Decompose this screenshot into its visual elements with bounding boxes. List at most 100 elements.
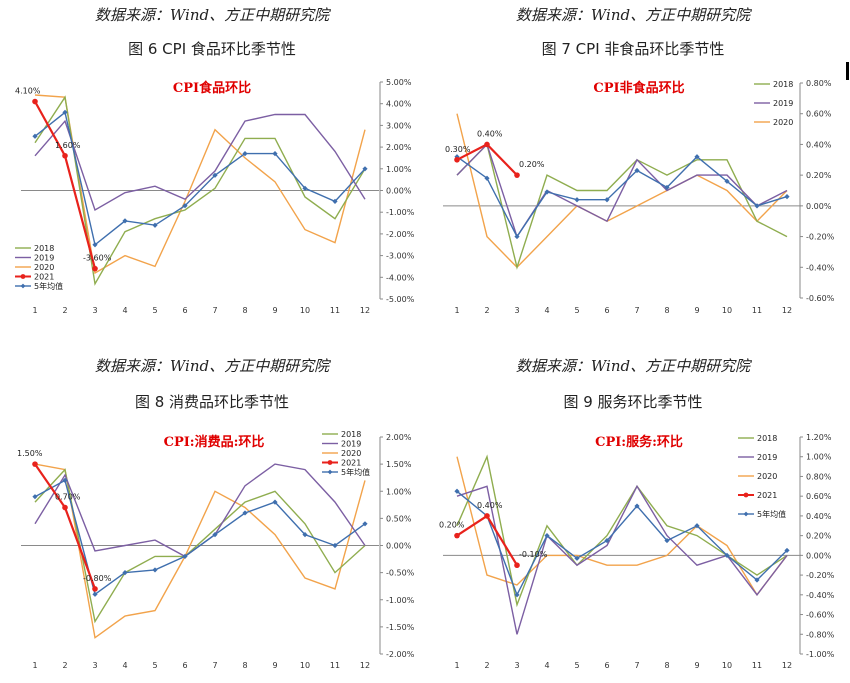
- y-tick-label: 0.20%: [806, 532, 832, 541]
- y-tick-label: -0.20%: [806, 233, 835, 242]
- series-line-2020: [456, 456, 788, 597]
- series-point-5年均值: [302, 185, 308, 191]
- series-point-5年均值: [544, 189, 550, 195]
- series-point-5年均值: [122, 570, 128, 576]
- y-tick-label: 0.20%: [806, 171, 832, 180]
- legend-label: 5年均值: [757, 509, 786, 519]
- series-point-5年均值: [212, 532, 218, 538]
- x-tick-label: 8: [664, 661, 669, 670]
- y-tick-label: 2.00%: [386, 143, 412, 152]
- series-point-5年均值: [332, 198, 338, 204]
- x-tick-label: 1: [454, 661, 459, 670]
- legend-marker: [20, 283, 26, 289]
- legend-entry-5年均值: 5年均值: [738, 509, 786, 519]
- x-tick-label: 5: [152, 306, 157, 315]
- y-tick-label: 5.00%: [386, 78, 412, 87]
- x-tick-label: 6: [604, 661, 609, 670]
- series-point-2021: [484, 141, 490, 148]
- legend-entry-2018: 2018: [738, 434, 777, 443]
- x-tick-label: 10: [722, 306, 732, 315]
- series-point-5年均值: [32, 133, 38, 139]
- legend-entry-5年均值: 5年均值: [322, 467, 370, 477]
- y-tick-label: 1.20%: [806, 433, 832, 442]
- series-point-5年均值: [332, 542, 338, 549]
- x-tick-label: 3: [514, 306, 519, 315]
- series-point-5年均值: [362, 521, 368, 527]
- legend-entry-5年均值: 5年均值: [15, 281, 63, 291]
- chart-inner-title: CPI:服务:环比: [595, 434, 683, 450]
- legend-marker: [327, 460, 333, 465]
- data-label: 0.20%: [439, 521, 465, 530]
- x-tick-label: 2: [484, 306, 489, 315]
- data-label: 0.20%: [519, 160, 545, 169]
- legend-marker: [20, 274, 26, 279]
- legend-entry-2019: 2019: [322, 440, 361, 449]
- y-tick-label: 0.60%: [806, 110, 832, 119]
- x-tick-label: 1: [32, 306, 37, 315]
- series-point-5年均值: [694, 154, 700, 160]
- x-tick-label: 9: [694, 661, 699, 670]
- y-tick-label: -0.60%: [806, 294, 835, 303]
- data-label: -3.60%: [83, 254, 112, 263]
- legend-entry-2019: 2019: [15, 254, 54, 263]
- series-point-5年均值: [724, 552, 730, 558]
- x-tick-label: 6: [182, 661, 187, 670]
- series-point-5年均值: [32, 494, 38, 500]
- x-tick-label: 2: [62, 306, 67, 315]
- x-tick-label: 12: [782, 661, 792, 670]
- data-label: 0.40%: [477, 501, 503, 510]
- legend-label: 2021: [34, 273, 54, 282]
- legend-entry-2020: 2020: [15, 263, 54, 272]
- x-tick-label: 5: [574, 306, 579, 315]
- x-tick-label: 1: [454, 306, 459, 315]
- series-line-2019: [456, 143, 788, 239]
- series-line-2019: [456, 484, 788, 635]
- legend-entry-2020: 2020: [754, 118, 793, 127]
- series-line-2018: [34, 468, 366, 624]
- series-line-2020: [34, 463, 366, 639]
- legend-label: 2021: [757, 491, 777, 500]
- x-tick-label: 4: [122, 306, 127, 315]
- series-line-5年均值: [456, 490, 788, 597]
- y-tick-label: -2.00%: [386, 650, 415, 659]
- series-point-5年均值: [574, 555, 580, 561]
- legend-label: 2019: [757, 453, 777, 462]
- legend-entry-2018: 2018: [322, 430, 361, 439]
- series-point-2021: [92, 265, 98, 272]
- y-tick-label: -1.00%: [806, 650, 835, 659]
- x-tick-label: 4: [122, 661, 127, 670]
- series-point-5年均值: [152, 222, 158, 228]
- y-tick-label: 3.00%: [386, 121, 412, 130]
- data-label: -0.10%: [519, 550, 548, 559]
- data-label: 1.50%: [17, 449, 43, 458]
- series-point-5年均值: [62, 109, 68, 115]
- y-tick-label: -3.00%: [386, 252, 415, 261]
- series-point-5年均值: [242, 510, 248, 516]
- source-text: 数据来源：Wind、方正中期研究院: [95, 6, 331, 24]
- y-tick-label: 1.50%: [386, 460, 412, 469]
- series-point-2021: [32, 98, 38, 105]
- x-tick-label: 8: [242, 661, 247, 670]
- y-tick-label: -1.00%: [386, 596, 415, 605]
- y-tick-label: 0.60%: [806, 492, 832, 501]
- source-text: 数据来源：Wind、方正中期研究院: [516, 357, 752, 375]
- series-point-5年均值: [92, 591, 98, 597]
- right-edge-bar: [846, 62, 849, 80]
- legend-entry-2020: 2020: [738, 472, 777, 481]
- legend-entry-2018: 2018: [15, 244, 54, 253]
- legend-entry-2019: 2019: [754, 99, 793, 108]
- legend-label: 2018: [34, 244, 54, 253]
- series-point-5年均值: [454, 488, 460, 494]
- x-tick-label: 7: [212, 661, 217, 670]
- y-tick-label: 0.00%: [806, 551, 832, 560]
- x-tick-label: 5: [152, 661, 157, 670]
- y-tick-label: 0.40%: [806, 140, 832, 149]
- y-tick-label: 1.00%: [806, 453, 832, 462]
- y-tick-label: 0.00%: [386, 187, 412, 196]
- series-point-5年均值: [92, 242, 98, 248]
- legend-label: 2020: [773, 118, 793, 127]
- y-tick-label: 1.00%: [386, 165, 412, 174]
- legend-marker: [327, 469, 333, 475]
- source-text: 数据来源：Wind、方正中期研究院: [516, 6, 752, 24]
